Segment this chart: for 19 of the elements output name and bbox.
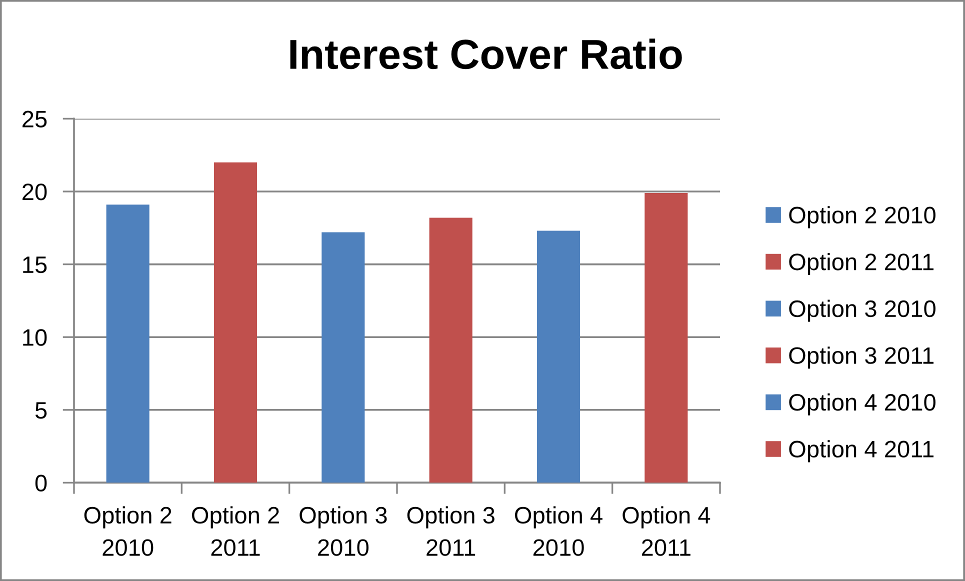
x-tick-label: Option 4 2010 [514, 506, 602, 556]
chart-title: Interest Cover Ratio [290, 38, 682, 70]
y-tick-label: 0 [35, 474, 47, 492]
y-tick-label: 20 [22, 184, 47, 200]
x-tick-label: Option 3 2010 [300, 506, 387, 556]
x-tick-label: Option 3 2011 [407, 506, 494, 556]
y-tick-label: 15 [23, 256, 47, 274]
legend-label: Option 2 2011 [789, 252, 934, 275]
x-tick-label: Option 2 2011 [192, 506, 279, 556]
x-tick-label: Option 4 2011 [622, 506, 710, 556]
legend-label: Option 4 2010 [789, 393, 936, 416]
x-tick-label: Option 2 2010 [84, 506, 172, 556]
y-tick-label: 10 [23, 329, 47, 346]
legend-label: Option 4 2011 [789, 440, 934, 462]
y-tick-label: 5 [35, 402, 47, 419]
legend-label: Option 3 2011 [789, 346, 934, 369]
legend-label: Option 3 2010 [789, 300, 936, 322]
legend-label: Option 2 2010 [789, 206, 936, 228]
y-tick-label: 25 [22, 110, 47, 128]
